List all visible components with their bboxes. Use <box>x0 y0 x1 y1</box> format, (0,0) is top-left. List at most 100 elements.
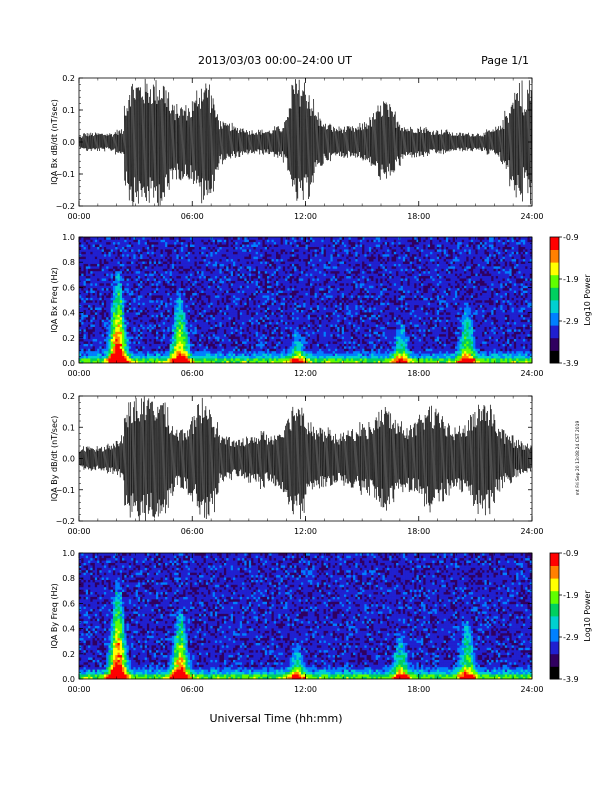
spectrogram-cell <box>163 341 166 344</box>
spectrogram-cell <box>276 276 279 279</box>
spectrogram-cell <box>151 358 154 361</box>
spectrogram-cell <box>174 276 177 279</box>
spectrogram-cell <box>133 324 136 327</box>
spectrogram-cell <box>287 264 290 267</box>
spectrogram-cell <box>106 298 109 301</box>
spectrogram-cell <box>192 290 195 293</box>
spectrogram-cell <box>163 276 166 279</box>
spectrogram-cell <box>151 329 154 332</box>
spectrogram-cell <box>172 249 175 252</box>
spectrogram-cell <box>213 239 216 242</box>
spectrogram-cell <box>115 302 118 305</box>
spectrogram-cell <box>133 290 136 293</box>
spectrogram-cell <box>158 271 161 274</box>
spectrogram-cell <box>176 276 179 279</box>
spectrogram-cell <box>208 324 211 327</box>
spectrogram-cell <box>179 298 182 301</box>
spectrogram-cell <box>99 356 102 359</box>
spectrogram-cell <box>127 339 130 342</box>
spectrogram-cell <box>267 348 270 351</box>
spectrogram-cell <box>142 276 145 279</box>
spectrogram-cell <box>136 295 139 298</box>
spectrogram-cell <box>93 256 96 259</box>
spectrogram-cell <box>161 290 164 293</box>
spectrogram-cell <box>210 239 213 242</box>
spectrogram-cell <box>256 244 259 247</box>
spectrogram-cell <box>122 353 125 356</box>
spectrogram-cell <box>142 237 145 240</box>
spectrogram-cell <box>256 346 259 349</box>
spectrogram-cell <box>206 302 209 305</box>
spectrogram-cell <box>251 317 254 320</box>
spectrogram-cell <box>149 317 152 320</box>
spectrogram-cell <box>86 329 89 332</box>
spectrogram-cell <box>197 239 200 242</box>
spectrogram-cell <box>158 353 161 356</box>
spectrogram-cell <box>181 322 184 325</box>
spectrogram-cell <box>188 351 191 354</box>
spectrogram-cell <box>233 290 236 293</box>
spectrogram-cell <box>222 269 225 272</box>
spectrogram-cell <box>219 329 222 332</box>
spectrogram-cell <box>127 285 130 288</box>
spectrogram-cell <box>183 346 186 349</box>
spectrogram-cell <box>210 344 213 347</box>
spectrogram-cell <box>253 242 256 245</box>
spectrogram-cell <box>183 334 186 337</box>
spectrogram-cell <box>226 310 229 313</box>
spectrogram-cell <box>224 244 227 247</box>
spectrogram-cell <box>224 285 227 288</box>
spectrogram-cell <box>88 358 91 361</box>
spectrogram-cell <box>108 295 111 298</box>
spectrogram-cell <box>283 252 286 255</box>
spectrogram-cell <box>97 237 100 240</box>
spectrogram-cell <box>172 295 175 298</box>
spectrogram-cell <box>167 247 170 250</box>
spectrogram-cell <box>185 269 188 272</box>
spectrogram-cell <box>274 278 277 281</box>
spectrogram-cell <box>226 264 229 267</box>
spectrogram-cell <box>145 242 148 245</box>
spectrogram-cell <box>127 315 130 318</box>
spectrogram-cell <box>172 324 175 327</box>
spectrogram-cell <box>208 281 211 284</box>
spectrogram-cell <box>93 341 96 344</box>
spectrogram-cell <box>179 307 182 310</box>
spectrogram-cell <box>285 271 288 274</box>
spectrogram-cell <box>219 341 222 344</box>
spectrogram-cell <box>151 295 154 298</box>
spectrogram-cell <box>240 290 243 293</box>
spectrogram-cell <box>163 339 166 342</box>
spectrogram-cell <box>93 315 96 318</box>
spectrogram-cell <box>154 353 157 356</box>
spectrogram-cell <box>272 353 275 356</box>
spectrogram-cell <box>127 295 130 298</box>
spectrogram-cell <box>269 327 272 330</box>
spectrogram-cell <box>256 327 259 330</box>
spectrogram-cell <box>195 358 198 361</box>
spectrogram-cell <box>111 239 114 242</box>
spectrogram-cell <box>136 346 139 349</box>
spectrogram-cell <box>124 324 127 327</box>
spectrogram-cell <box>235 293 238 296</box>
spectrogram-cell <box>269 329 272 332</box>
spectrogram-cell <box>242 315 245 318</box>
spectrogram-cell <box>115 242 118 245</box>
spectrogram-cell <box>287 293 290 296</box>
spectrogram-cell <box>249 259 252 262</box>
spectrogram-cell <box>108 254 111 257</box>
spectrogram-cell <box>283 264 286 267</box>
spectrogram-cell <box>131 259 134 262</box>
spectrogram-cell <box>224 252 227 255</box>
spectrogram-cell <box>183 290 186 293</box>
spectrogram-cell <box>111 358 114 361</box>
spectrogram-cell <box>120 264 123 267</box>
spectrogram-cell <box>181 244 184 247</box>
spectrogram-cell <box>269 252 272 255</box>
spectrogram-cell <box>285 312 288 315</box>
spectrogram-cell <box>258 290 261 293</box>
spectrogram-cell <box>179 319 182 322</box>
spectrogram-cell <box>213 310 216 313</box>
spectrogram-cell <box>93 344 96 347</box>
spectrogram-cell <box>120 312 123 315</box>
